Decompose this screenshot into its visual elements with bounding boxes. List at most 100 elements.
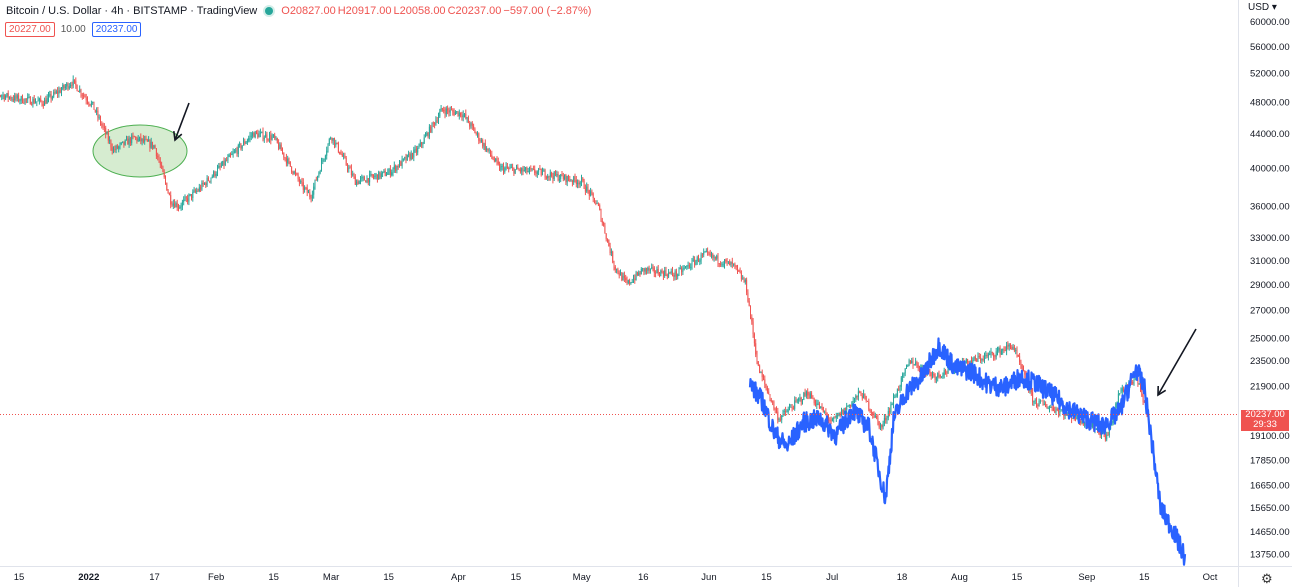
candle-body [1033, 400, 1035, 403]
candle-body [506, 166, 508, 169]
x-tick-label: 15 [268, 572, 279, 583]
candle-body [549, 172, 551, 177]
current-price-badge: 20237.00 29:33 [1241, 410, 1289, 431]
candle-body [426, 133, 428, 136]
candle-body [765, 383, 767, 388]
candle-body [596, 203, 598, 205]
candle-body [885, 418, 887, 421]
buy-price-button[interactable]: 20237.00 [91, 22, 142, 37]
candle-body [553, 171, 555, 179]
candle-body [483, 143, 485, 147]
candle-body [399, 161, 400, 168]
x-tick-label: 15 [1012, 572, 1023, 583]
candle-body [525, 167, 527, 170]
x-tick-label: 2022 [78, 572, 99, 583]
candle-body [405, 157, 407, 161]
time-axis[interactable]: 15 2022 17 Feb 15 Mar 15 Apr 15 May 16 Jun 15 Jul 18 Au… [14, 572, 1218, 583]
candle-body [1041, 400, 1043, 402]
currency-selector[interactable]: USD ▾ [1248, 2, 1277, 13]
candle-body [452, 110, 454, 112]
candle-body [984, 355, 985, 360]
candle-body [1019, 356, 1021, 363]
candle-body [374, 175, 376, 178]
x-tick-label: Jun [701, 572, 716, 583]
candle-body [544, 170, 546, 178]
x-tick-label: Apr [451, 572, 466, 583]
candle-body [722, 264, 724, 266]
candle-body [815, 403, 816, 406]
candle-body [357, 181, 359, 185]
candle-body [518, 169, 520, 171]
candle-body [179, 207, 181, 208]
gear-icon[interactable]: ⚙ [1261, 571, 1273, 586]
y-tick-label: 19100.00 [1250, 431, 1290, 442]
x-tick-label: Feb [208, 572, 224, 583]
candle-body [49, 94, 51, 96]
candle-body [431, 122, 433, 133]
candle-body [456, 111, 458, 113]
candle-body [647, 267, 649, 271]
candle-body [175, 203, 177, 208]
candle-body [318, 172, 320, 176]
candle-body [779, 419, 781, 420]
candle-body [116, 145, 118, 149]
candle-body [414, 148, 416, 150]
candle-body [71, 85, 73, 86]
candle-body [743, 278, 745, 283]
candle-body [261, 131, 263, 133]
candle-body [254, 131, 256, 138]
candle-body [734, 263, 736, 266]
candle-body [209, 180, 211, 182]
candle-body [306, 187, 308, 193]
candle-body [799, 397, 801, 399]
candle-body [883, 418, 885, 424]
candle-body [1102, 431, 1104, 433]
candle-body [994, 356, 996, 358]
candle-body [877, 417, 879, 422]
candle-body [900, 377, 902, 387]
candle-body [410, 153, 412, 160]
candle-body [678, 268, 680, 275]
candle-body [428, 126, 430, 137]
candle-body [278, 142, 280, 149]
candle-body [393, 165, 395, 170]
candle-body [154, 145, 156, 149]
candle-body [370, 174, 372, 175]
symbol-title[interactable]: Bitcoin / U.S. Dollar · 4h · BITSTAMP · … [6, 5, 258, 17]
candle-body [240, 144, 242, 149]
candle-body [999, 347, 1001, 355]
candle-body [513, 168, 515, 174]
candle-body [990, 351, 992, 354]
candle-body [35, 102, 36, 103]
candle-body [889, 411, 891, 413]
candle-body [145, 139, 147, 141]
candle-body [625, 277, 627, 281]
candle-body [720, 263, 722, 265]
candle-body [1080, 421, 1082, 423]
candle-body [67, 83, 69, 89]
candle-body [571, 180, 573, 183]
price-axis[interactable]: 60000.00 56000.00 52000.00 48000.00 44000.00… [1250, 17, 1290, 561]
sell-price-button[interactable]: 20227.00 [5, 22, 55, 37]
candle-body [1, 95, 3, 97]
candle-body [322, 160, 324, 162]
candle-body [575, 180, 577, 185]
candle-body [603, 222, 605, 226]
candle-body [547, 175, 549, 178]
candle-body [137, 138, 139, 141]
candle-body [917, 364, 919, 369]
candle-body [98, 117, 100, 119]
candle-body [756, 354, 758, 362]
candle-body [139, 136, 140, 139]
candle-body [503, 166, 504, 172]
candle-body [842, 409, 844, 415]
candle-body [838, 412, 840, 416]
candle-body [813, 399, 815, 404]
candle-body [288, 158, 290, 162]
candle-body [709, 253, 711, 256]
candle-body [213, 171, 215, 177]
candle-body [886, 417, 888, 421]
y-tick-label: 29000.00 [1250, 280, 1290, 291]
candle-body [92, 101, 94, 103]
